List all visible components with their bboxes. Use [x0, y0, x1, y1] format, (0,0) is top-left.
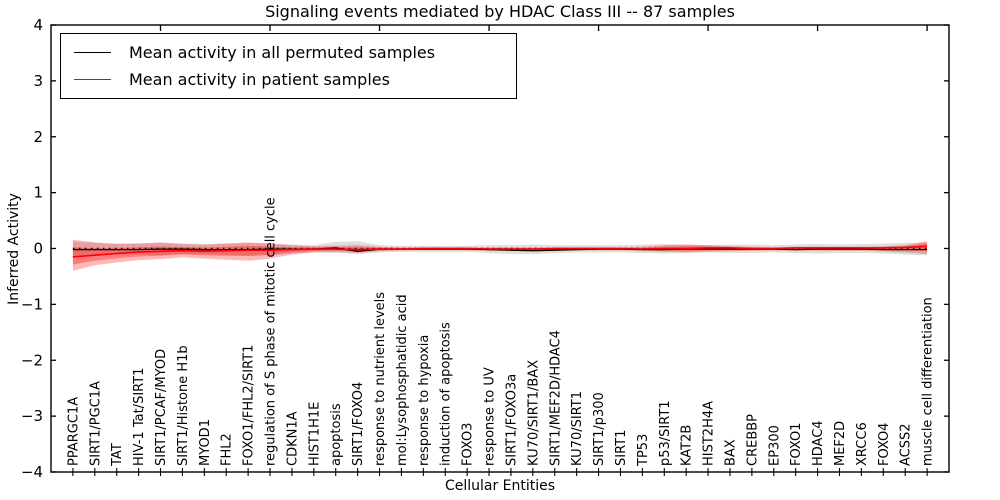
x-category-label: SIRT1/MEF2D/HDAC4 [548, 330, 563, 466]
x-category-label: FOXO3 [461, 423, 476, 466]
x-category-label: muscle cell differentiation [921, 297, 936, 466]
y-tick-label: 0 [33, 240, 43, 258]
x-category-label: SIRT1 [614, 430, 629, 466]
x-category-label: EP300 [767, 425, 782, 466]
x-category-label: ACSS2 [899, 423, 914, 466]
x-category-label: FOXO4 [877, 423, 892, 466]
x-axis-label: Cellular Entities [444, 478, 556, 494]
x-category-label: MEF2D [833, 421, 848, 466]
y-tick-label: −4 [21, 463, 43, 481]
y-tick-label: 3 [33, 72, 43, 90]
x-category-label: FHL2 [220, 433, 235, 466]
x-category-label: regulation of S phase of mitotic cell cy… [264, 197, 279, 466]
y-tick-label: 2 [33, 128, 43, 146]
x-category-label: MYOD1 [198, 419, 213, 466]
legend-entry-permuted: Mean activity in all permuted samples [74, 43, 516, 62]
y-axis-label: Inferred Activity [6, 193, 22, 305]
legend-label-patient: Mean activity in patient samples [129, 70, 390, 90]
y-tick-label: −2 [21, 351, 43, 369]
x-category-label: SIRT1/p300 [592, 392, 607, 466]
x-category-label: apoptosis [329, 403, 344, 466]
x-category-label: response to nutrient levels [373, 292, 388, 466]
legend-line-permuted [74, 51, 111, 53]
x-category-label: SIRT1/PGC1A [88, 381, 103, 466]
legend-label-permuted: Mean activity in all permuted samples [129, 42, 436, 62]
x-category-label: KU70/SIRT1 [570, 391, 585, 466]
y-tick-label: −3 [21, 407, 43, 425]
x-category-label: SIRT1/Histone H1b [176, 345, 191, 466]
x-category-label: XRCC6 [855, 422, 870, 466]
chart-title: Signaling events mediated by HDAC Class … [265, 2, 735, 21]
x-category-label: p53/SIRT1 [658, 400, 673, 466]
legend-box: Mean activity in all permuted samples Me… [60, 33, 517, 99]
patient-mean-line [72, 245, 928, 258]
x-category-label: mol:Lysophosphatidic acid [395, 294, 410, 466]
x-category-label: SIRT1/PCAF/MYOD [154, 349, 169, 466]
x-category-label: BAX [724, 439, 739, 466]
x-category-label: TP53 [636, 434, 651, 467]
legend-line-patient [74, 79, 111, 81]
x-category-label: SIRT1/FOXO3a [505, 374, 520, 466]
x-category-label: CREBBP [745, 414, 760, 466]
x-category-label: induction of apoptosis [439, 322, 454, 466]
x-category-label: HIST2H4A [702, 401, 717, 466]
x-category-label: SIRT1/FOXO4 [351, 382, 366, 466]
y-tick-label: −1 [21, 295, 43, 313]
legend-entry-patient: Mean activity in patient samples [74, 70, 516, 89]
x-category-label: KAT2B [680, 425, 695, 466]
x-category-label: KU70/SIRT1/BAX [526, 360, 541, 466]
x-category-label: FOXO1 [789, 423, 804, 466]
x-category-label: HIST1H1E [307, 402, 322, 466]
y-tick-label: 1 [33, 184, 43, 202]
x-category-label: response to hypoxia [417, 335, 432, 466]
y-tick-label: 4 [33, 16, 43, 34]
x-category-label: FOXO1/FHL2/SIRT1 [242, 345, 257, 466]
x-category-label: PPARGC1A [66, 397, 81, 466]
x-category-label: response to UV [483, 367, 498, 466]
x-category-label: HDAC4 [811, 420, 826, 466]
x-category-label: HIV-1 Tat/SIRT1 [132, 368, 147, 466]
x-category-label: TAT [110, 443, 125, 467]
x-category-label: CDKN1A [285, 411, 300, 466]
